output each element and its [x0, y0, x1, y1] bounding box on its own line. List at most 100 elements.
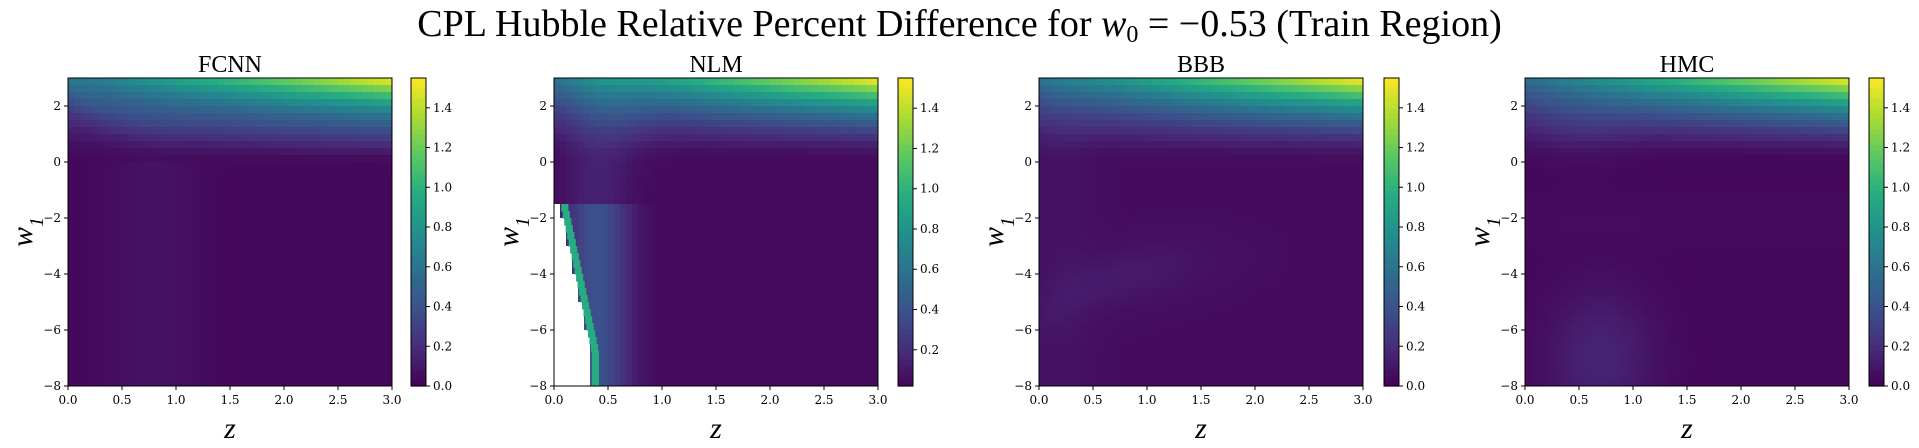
heatmap-cell: [728, 120, 735, 128]
heatmap-cell: [68, 106, 75, 114]
heatmap-cell: [836, 253, 843, 261]
heatmap-cell: [872, 302, 879, 310]
heatmap-cell: [242, 99, 249, 107]
x-axis-label: z: [223, 412, 236, 445]
heatmap-cell: [764, 288, 771, 296]
heatmap-cell: [860, 344, 867, 352]
heatmap-cell: [290, 239, 297, 247]
heatmap-cell: [80, 330, 87, 338]
figure-title-var: w: [1101, 3, 1127, 45]
heatmap-cell: [686, 302, 693, 310]
heatmap-cell: [68, 218, 75, 226]
heatmap-cell: [836, 288, 843, 296]
heatmap-cell: [332, 274, 339, 282]
heatmap-cell: [92, 225, 99, 233]
heatmap-cell: [314, 113, 321, 121]
heatmap-cell: [326, 351, 333, 359]
heatmap-cell: [554, 218, 561, 226]
heatmap-cell: [152, 295, 159, 303]
heatmap-cell: [158, 316, 165, 324]
heatmap-cell: [734, 323, 741, 331]
heatmap-cell: [818, 316, 825, 324]
heatmap-cell: [812, 120, 819, 128]
heatmap-cell: [212, 232, 219, 240]
heatmap-cell: [872, 99, 879, 107]
colorbar-segment: [898, 257, 913, 264]
heatmap-cell: [218, 134, 225, 142]
heatmap-cell: [350, 323, 357, 331]
heatmap-cell: [566, 246, 573, 254]
heatmap-cell: [170, 232, 177, 240]
heatmap-cell: [362, 197, 369, 205]
heatmap-cell: [710, 162, 717, 170]
heatmap-cell: [284, 365, 291, 373]
heatmap-cell: [128, 239, 135, 247]
heatmap-cell: [134, 253, 141, 261]
heatmap-cell: [182, 148, 189, 156]
heatmap-cell: [386, 197, 393, 205]
heatmap-cell: [614, 78, 621, 86]
heatmap-cell: [698, 218, 705, 226]
heatmap-cell: [722, 295, 729, 303]
heatmap-cell: [728, 183, 735, 191]
heatmap-cell: [128, 295, 135, 303]
heatmap-cell: [590, 211, 597, 219]
heatmap-cell: [116, 183, 123, 191]
heatmap-cell: [644, 295, 651, 303]
heatmap-cell: [92, 337, 99, 345]
heatmap-cell: [386, 351, 393, 359]
heatmap-cell: [650, 295, 657, 303]
heatmap-cell: [752, 372, 759, 380]
heatmap-cell: [266, 113, 273, 121]
heatmap-cell: [578, 253, 585, 261]
heatmap-cell: [176, 246, 183, 254]
heatmap-cell: [128, 274, 135, 282]
heatmap-cell: [560, 183, 567, 191]
heatmap-cell: [188, 85, 195, 93]
heatmap-cell: [866, 239, 873, 247]
heatmap-cell: [314, 274, 321, 282]
heatmap-cell: [224, 169, 231, 177]
heatmap-cell: [332, 85, 339, 93]
heatmap-cell: [608, 239, 615, 247]
heatmap-cell: [146, 302, 153, 310]
heatmap-cell: [278, 106, 285, 114]
heatmap-cell: [170, 141, 177, 149]
heatmap-cell: [272, 155, 279, 163]
heatmap-cell: [686, 372, 693, 380]
heatmap-cell: [656, 176, 663, 184]
heatmap-cell: [824, 358, 831, 366]
heatmap-cell: [356, 218, 363, 226]
heatmap-cell: [770, 330, 777, 338]
heatmap-cell: [812, 197, 819, 205]
heatmap-cell: [842, 155, 849, 163]
heatmap-cell: [836, 225, 843, 233]
heatmap-cell: [578, 211, 585, 219]
heatmap-cell: [278, 78, 285, 86]
heatmap-cell: [584, 78, 591, 86]
heatmap-cell: [632, 218, 639, 226]
heatmap-cell: [350, 204, 357, 212]
heatmap-cell: [638, 106, 645, 114]
heatmap-cell: [194, 78, 201, 86]
heatmap-cell: [776, 176, 783, 184]
heatmap-cell: [290, 99, 297, 107]
heatmap-cell: [170, 99, 177, 107]
heatmap-cell: [746, 246, 753, 254]
heatmap-cell: [872, 155, 879, 163]
heatmap-cell: [314, 379, 321, 387]
heatmap-cell: [278, 358, 285, 366]
heatmap-cell: [566, 379, 573, 387]
heatmap-cell: [812, 365, 819, 373]
heatmap-cell: [674, 106, 681, 114]
heatmap-cell: [704, 127, 711, 135]
heatmap-cell: [788, 351, 795, 359]
heatmap-cell: [326, 316, 333, 324]
heatmap-cell: [776, 351, 783, 359]
heatmap-cell: [830, 176, 837, 184]
heatmap-cell: [338, 323, 345, 331]
heatmap-cell: [626, 134, 633, 142]
heatmap-cell: [200, 134, 207, 142]
heatmap-cell: [560, 78, 567, 86]
heatmap-cell: [836, 85, 843, 93]
